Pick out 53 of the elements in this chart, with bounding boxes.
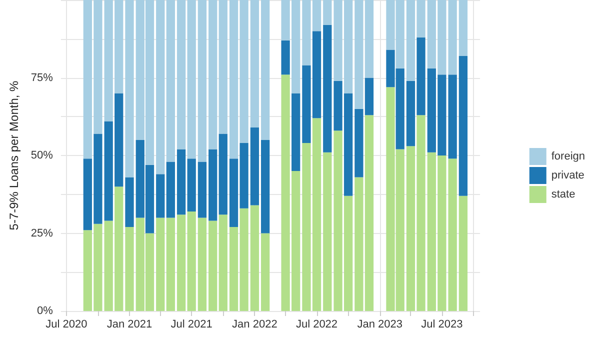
bar xyxy=(187,0,196,159)
bar xyxy=(208,0,218,150)
x-tick-label: Jul 2023 xyxy=(421,318,463,330)
bar xyxy=(176,214,186,311)
bar xyxy=(458,0,468,56)
x-tick-label: Jul 2022 xyxy=(296,318,338,330)
bar xyxy=(166,0,175,162)
x-tick-label: Jan 2022 xyxy=(232,318,278,330)
bar xyxy=(198,0,207,162)
bar xyxy=(156,0,165,174)
bar xyxy=(260,0,270,140)
bar xyxy=(250,205,260,311)
bar xyxy=(125,0,134,178)
y-tick-label: 0% xyxy=(37,305,54,317)
bar xyxy=(166,162,175,218)
bar xyxy=(218,214,228,311)
legend-label: private xyxy=(551,170,584,182)
bar xyxy=(176,0,186,150)
bar xyxy=(218,0,228,134)
bar xyxy=(187,211,196,311)
y-tick-label: 25% xyxy=(30,227,54,240)
x-tick-label: Jul 2021 xyxy=(170,318,212,330)
bar xyxy=(198,162,207,218)
bar xyxy=(156,218,165,311)
y-tick-label: 50% xyxy=(30,150,54,162)
x-tick-label: Jul 2020 xyxy=(46,318,88,330)
bar xyxy=(208,149,218,221)
bar xyxy=(323,152,332,311)
bar xyxy=(218,134,228,215)
bar xyxy=(176,149,186,215)
bar xyxy=(458,56,468,196)
bar xyxy=(458,196,468,311)
bar xyxy=(250,128,260,206)
x-tick-label: Jan 2023 xyxy=(357,318,402,330)
legend-label: foreign xyxy=(551,150,586,162)
bar xyxy=(125,227,134,311)
bar xyxy=(323,0,332,25)
bar xyxy=(281,40,290,75)
bar xyxy=(156,174,165,218)
bar xyxy=(260,140,270,234)
x-tick-label: Jan 2021 xyxy=(106,318,152,330)
bar xyxy=(198,218,207,311)
bar xyxy=(187,158,196,212)
legend-label: state xyxy=(551,188,576,200)
bar xyxy=(260,233,270,311)
bar xyxy=(125,177,134,228)
y-tick-label: 75% xyxy=(30,72,54,84)
y-axis-title: 5-7-9% Loans per Month, % xyxy=(7,80,21,230)
bar xyxy=(323,24,332,152)
bar xyxy=(166,218,175,311)
bar xyxy=(208,220,218,311)
bar xyxy=(292,93,300,172)
bar xyxy=(250,0,260,128)
